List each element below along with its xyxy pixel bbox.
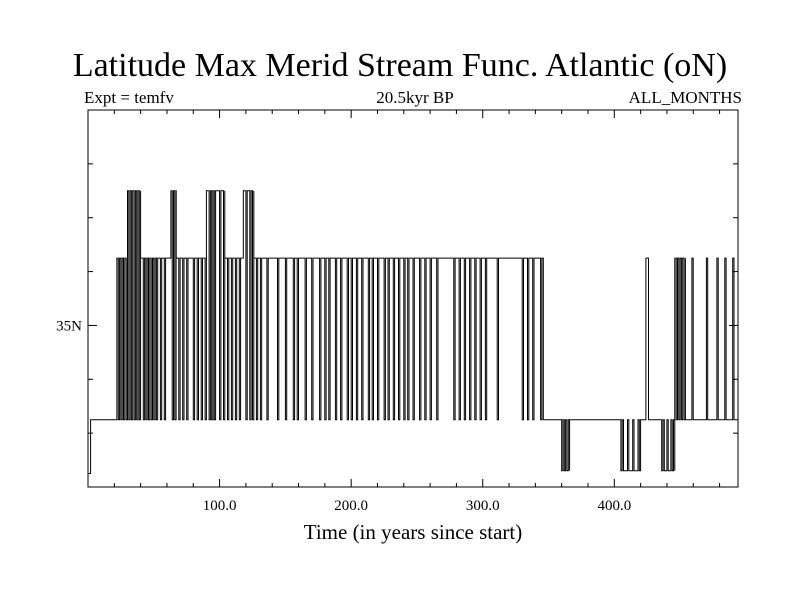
y-tick-label: 35N bbox=[56, 318, 82, 334]
experiment-label: Expt = temfv bbox=[84, 88, 174, 107]
series-group bbox=[88, 190, 738, 474]
x-axis-label: Time (in years since start) bbox=[304, 520, 523, 544]
months-label: ALL_MONTHS bbox=[628, 88, 742, 107]
x-tick-label: 300.0 bbox=[466, 498, 500, 514]
period-label: 20.5kyr BP bbox=[376, 88, 454, 107]
axis-ticks: 100.0 200.0 300.0 400.0 35N bbox=[56, 110, 738, 514]
plot-frame bbox=[87, 109, 739, 488]
series-line-0 bbox=[88, 190, 738, 474]
x-tick-label: 100.0 bbox=[203, 498, 237, 514]
x-tick-label: 200.0 bbox=[334, 498, 368, 514]
x-tick-label: 400.0 bbox=[597, 498, 631, 514]
chart-title: Latitude Max Merid Stream Func. Atlantic… bbox=[72, 47, 728, 84]
